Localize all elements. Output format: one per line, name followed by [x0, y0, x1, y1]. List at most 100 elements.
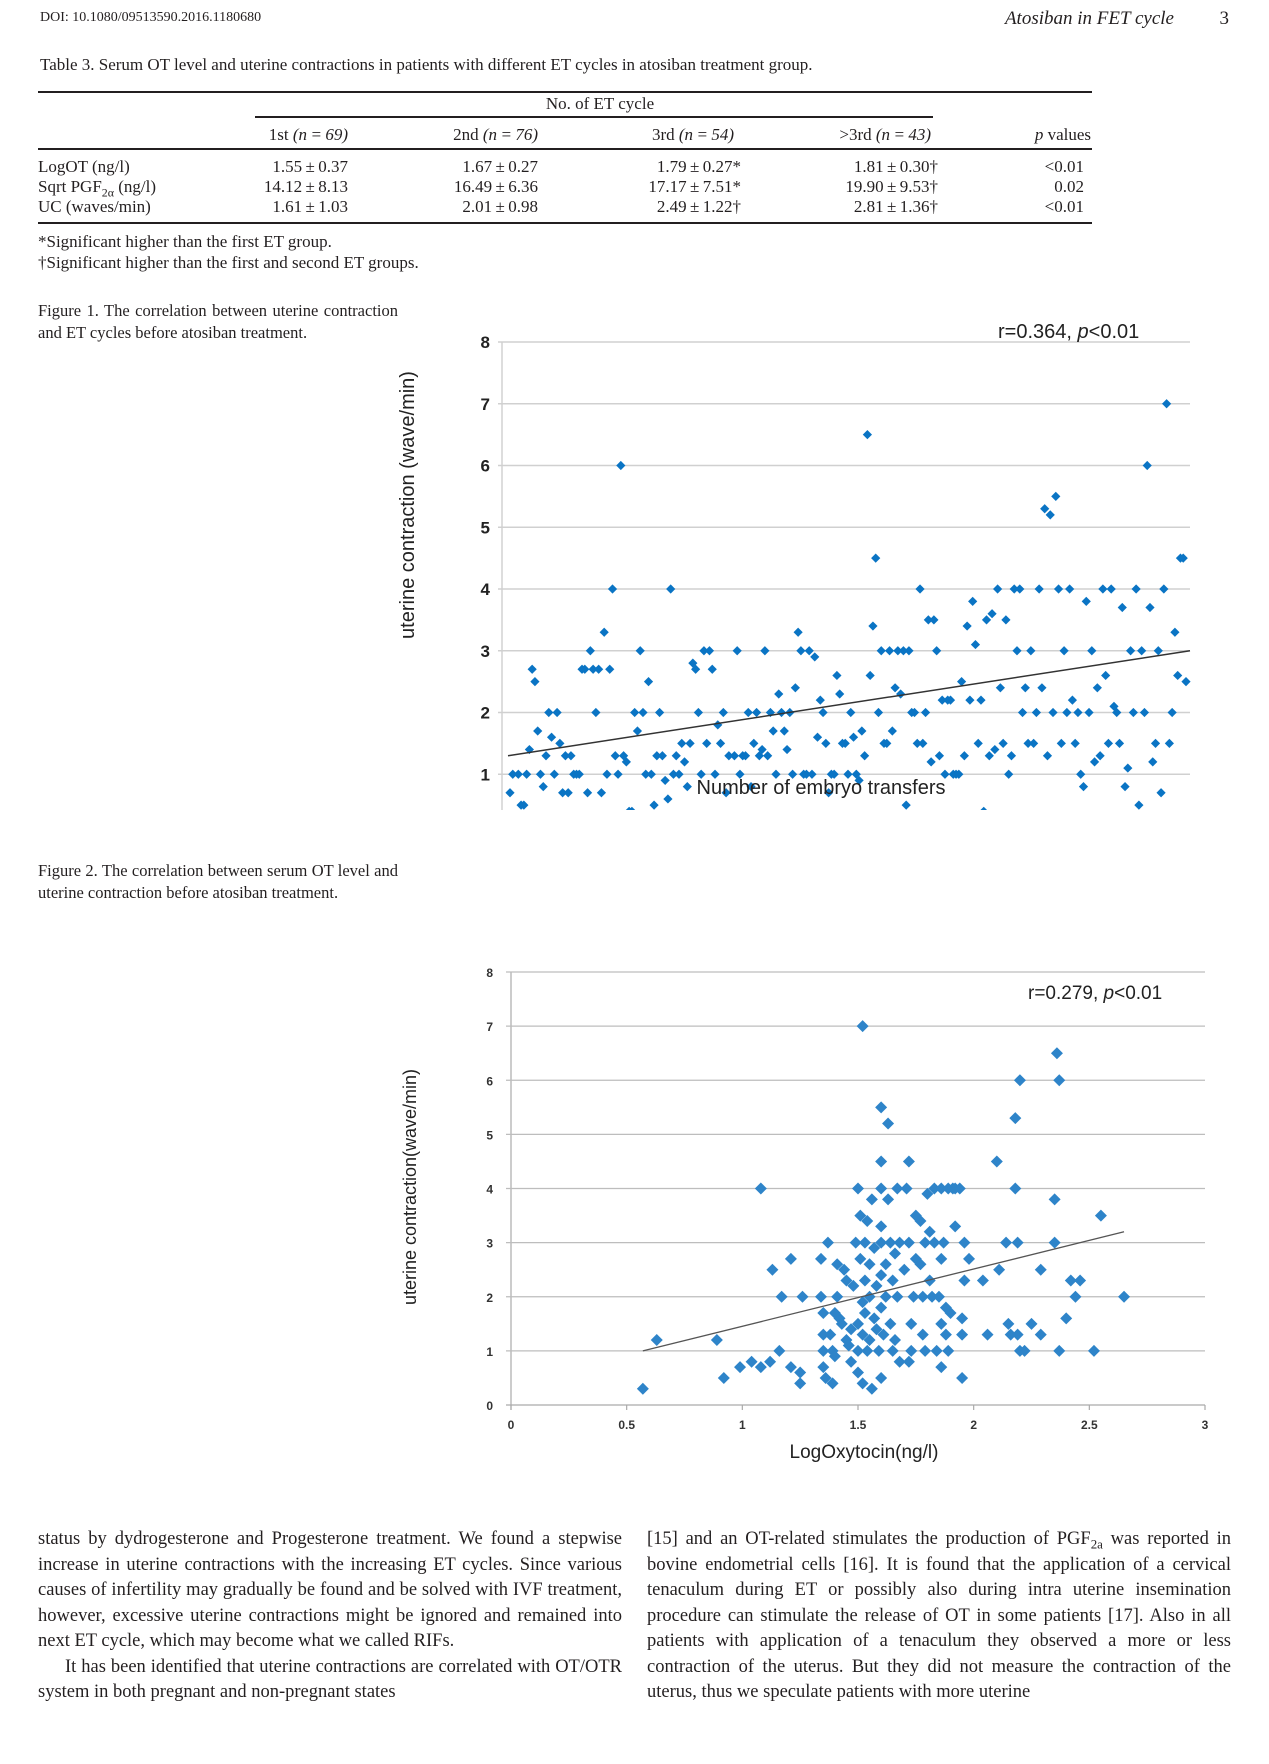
data-point: [882, 1117, 895, 1130]
y-axis-label: uterine contraction (wave/min): [397, 371, 419, 639]
data-point: [862, 430, 872, 440]
data-point: [889, 1247, 902, 1260]
data-point: [1128, 707, 1138, 718]
y-tick-label: 4: [486, 1183, 493, 1197]
data-point: [636, 1382, 649, 1395]
data-point: [1118, 1290, 1131, 1303]
data-point: [884, 1236, 897, 1249]
data-point: [817, 1328, 830, 1341]
col-header-gt3rd: >3rd (n = 43): [839, 125, 931, 144]
data-point: [863, 1258, 876, 1271]
data-point: [863, 1334, 876, 1347]
data-point: [1167, 707, 1177, 718]
data-point: [652, 751, 662, 761]
data-point: [591, 707, 601, 718]
data-point: [729, 751, 740, 761]
data-point: [921, 1187, 934, 1200]
data-point: [939, 1328, 952, 1341]
data-point: [945, 695, 956, 705]
cell: 1.67 ± 0.27: [462, 157, 538, 176]
data-point: [981, 1328, 994, 1341]
data-point: [643, 677, 654, 687]
data-point: [954, 769, 964, 779]
data-point: [743, 707, 753, 718]
data-point: [704, 646, 715, 656]
data-point: [1145, 602, 1155, 613]
data-point: [963, 1252, 976, 1265]
cell: 1.81 ± 0.30†: [853, 157, 938, 176]
data-point: [1045, 510, 1055, 520]
cell-p: 0.02: [1054, 177, 1084, 196]
data-point: [1069, 1290, 1082, 1303]
data-point: [934, 751, 945, 761]
data-point: [856, 1296, 869, 1309]
y-tick-label: 2: [486, 1291, 493, 1305]
data-point: [1051, 491, 1061, 501]
data-point: [956, 1328, 969, 1341]
data-point: [893, 1355, 906, 1368]
data-point: [807, 769, 817, 779]
data-point: [660, 775, 670, 786]
data-point: [1053, 1344, 1066, 1357]
data-point: [1112, 707, 1122, 718]
y-tick-labels: 0 1 2 3 4 5 6 7 8: [486, 966, 493, 1413]
data-point: [740, 751, 751, 761]
data-point: [1153, 646, 1163, 656]
data-point: [817, 1306, 830, 1319]
data-point: [916, 1328, 929, 1341]
x-tick-label: 1.5: [850, 1418, 867, 1432]
data-point: [696, 769, 706, 779]
data-point: [845, 1323, 858, 1336]
cell: 17.17 ± 7.51*: [648, 177, 741, 196]
y-tick-label: 8: [486, 966, 493, 980]
data-point: [973, 738, 983, 748]
data-point: [893, 646, 903, 656]
data-point: [926, 757, 936, 767]
data-point: [928, 1182, 941, 1195]
data-point: [833, 1312, 846, 1325]
y-tick-label: 8: [481, 333, 490, 352]
col-header-1st: 1st (n = 69): [268, 125, 348, 144]
data-point: [558, 788, 568, 798]
table-spanner: No. of ET cycle: [545, 94, 655, 113]
body-right-column: [15] and an OT-related stimulates the pr…: [647, 1527, 1231, 1706]
data-point: [793, 627, 803, 637]
y-tick-label: 1: [486, 1345, 493, 1359]
data-point: [865, 1382, 878, 1395]
y-tick-label: 1: [481, 765, 490, 784]
data-point: [702, 738, 712, 748]
data-point: [646, 769, 656, 779]
x-tick-label: 2.5: [1081, 1418, 1098, 1432]
data-point: [814, 1290, 827, 1303]
data-point: [914, 1214, 927, 1227]
data-point: [1060, 1312, 1073, 1325]
x-tick-label: 3: [1202, 1418, 1209, 1432]
data-point: [928, 1236, 941, 1249]
data-point: [628, 806, 636, 810]
x-tick-label: 0: [508, 1418, 515, 1432]
data-point: [968, 596, 978, 606]
data-point: [847, 1279, 860, 1292]
data-point: [851, 769, 861, 779]
data-point: [1139, 707, 1150, 718]
data-point: [790, 683, 800, 693]
data-point: [621, 757, 631, 767]
data-point: [1000, 1236, 1013, 1249]
data-point: [965, 695, 975, 705]
data-point: [679, 757, 690, 767]
data-point: [875, 1236, 888, 1249]
data-point: [1031, 707, 1041, 718]
data-point: [821, 1236, 834, 1249]
data-point: [882, 1193, 895, 1206]
data-point: [699, 646, 709, 656]
data-point: [713, 720, 723, 730]
data-point: [990, 1155, 1003, 1168]
data-point: [923, 1225, 936, 1238]
data-point: [875, 1101, 888, 1114]
y-tick-label: 3: [486, 1237, 493, 1251]
data-point: [942, 1344, 955, 1357]
data-point: [1095, 751, 1105, 761]
data-point: [828, 1306, 841, 1319]
data-point: [674, 769, 684, 779]
data-point: [818, 707, 828, 718]
